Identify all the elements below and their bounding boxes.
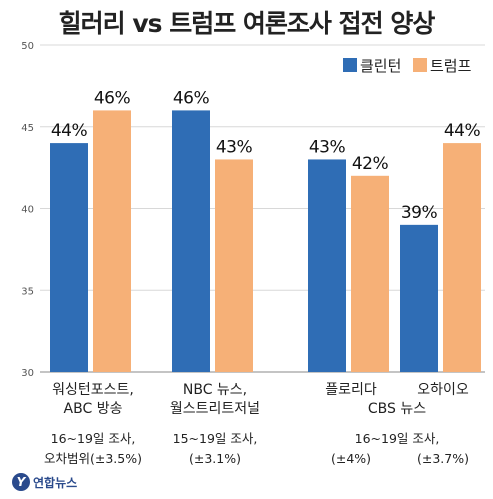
category-label-2-0: 플로리다 (325, 382, 377, 398)
note-0-1: 오차범위(±3.5%) (44, 451, 142, 466)
note-1-1: (±3.1%) (189, 451, 241, 466)
note-2-3: (±3.7%) (417, 451, 469, 466)
legend-swatch-1 (413, 58, 427, 72)
yonhap-logo: Y 연합뉴스 (12, 473, 77, 491)
y-tick-35: 35 (21, 286, 34, 297)
bar-1-0 (93, 110, 131, 373)
note-2-2: (±4%) (331, 451, 371, 466)
note-1-0: 15~19일 조사, (173, 431, 258, 446)
yonhap-logo-text: 연합뉴스 (33, 475, 78, 490)
bar-1-2 (351, 175, 389, 372)
legend-swatch-0 (343, 58, 357, 72)
y-tick-40: 40 (21, 205, 34, 216)
bar-0-3 (400, 224, 438, 372)
category-label-3-0: 오하이오 (417, 382, 469, 398)
category-label-0-0: 워싱턴포스트, (52, 382, 134, 398)
legend-label-1: 트럼프 (430, 57, 472, 75)
bar-1-3 (443, 143, 481, 372)
legend-label-0: 클린턴 (360, 57, 401, 75)
y-tick-50: 50 (21, 41, 34, 52)
note-0-0: 16~19일 조사, (51, 431, 136, 446)
value-label-1-1: 43% (216, 137, 253, 157)
bar-0-1 (172, 110, 210, 373)
y-tick-30: 30 (21, 368, 34, 379)
category-label-1-1: 월스트리트저널 (170, 401, 260, 417)
value-label-0-1: 46% (173, 88, 210, 108)
bar-0-0 (50, 143, 88, 372)
y-tick-45: 45 (21, 123, 34, 134)
bar-1-1 (215, 159, 253, 372)
value-label-0-2: 43% (309, 137, 346, 157)
chart-title: 힐러리 vs 트럼프 여론조사 접전 양상 (58, 9, 436, 38)
note-2-0: CBS 뉴스 (368, 401, 426, 417)
note-2-1: 16~19일 조사, (355, 431, 440, 446)
value-label-1-3: 44% (444, 121, 481, 141)
category-label-0-1: ABC 방송 (64, 401, 123, 417)
value-label-0-3: 39% (401, 203, 438, 223)
bar-0-2 (308, 159, 346, 372)
value-label-1-2: 42% (352, 154, 389, 174)
yonhap-logo-icon: Y (12, 473, 30, 491)
value-label-0-0: 44% (51, 121, 88, 141)
category-label-1-0: NBC 뉴스, (183, 382, 247, 398)
value-label-1-0: 46% (94, 88, 131, 108)
